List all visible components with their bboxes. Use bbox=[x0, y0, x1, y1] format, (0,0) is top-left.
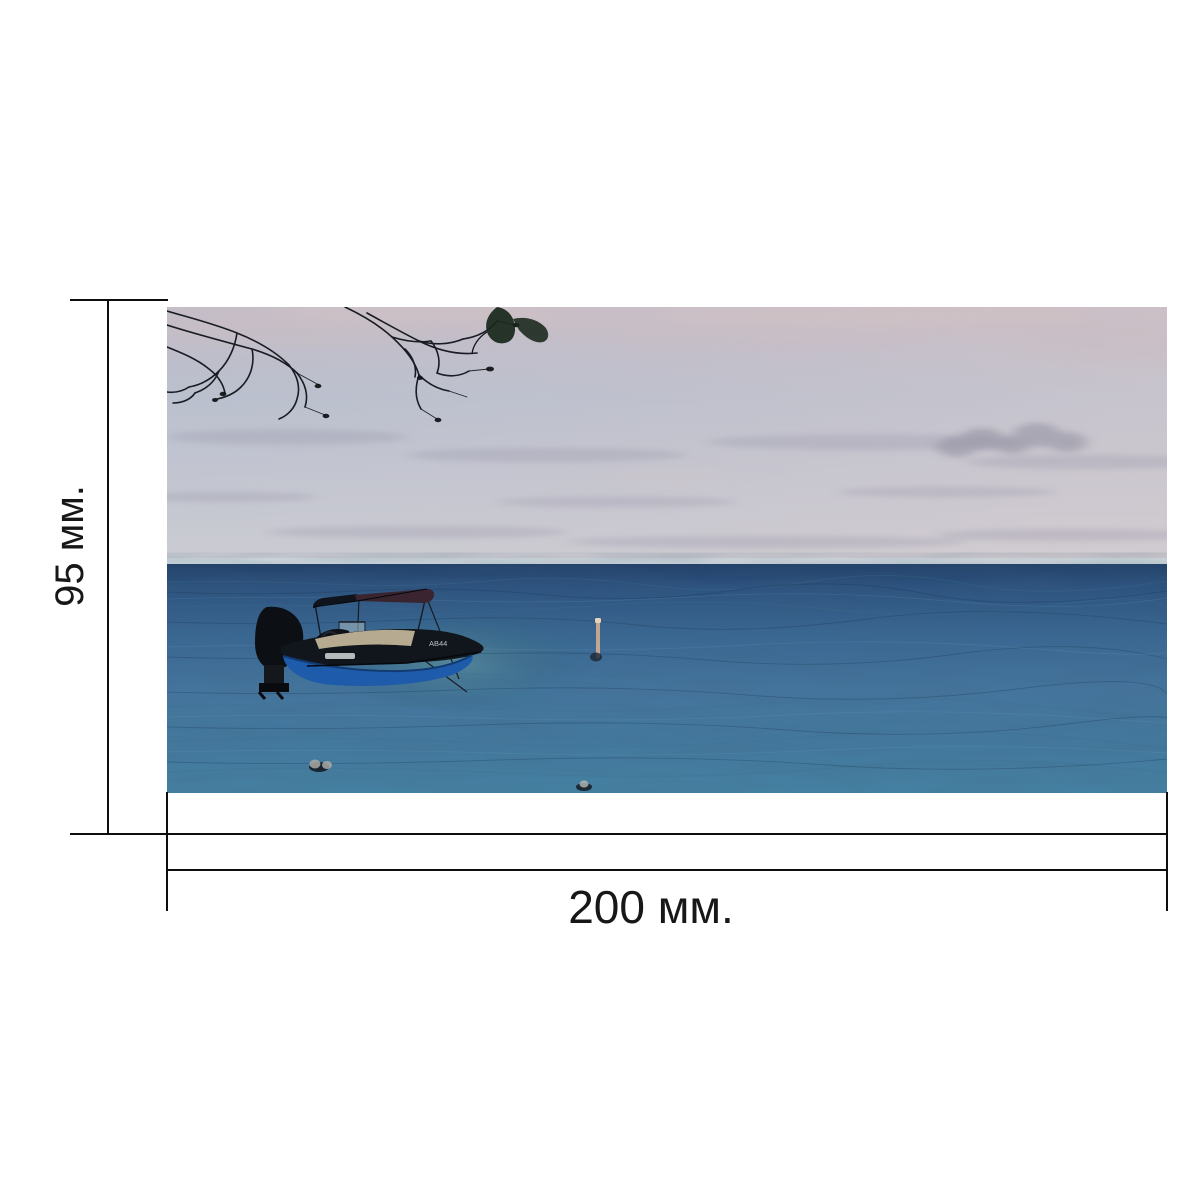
svg-text:AB44: AB44 bbox=[429, 639, 447, 648]
